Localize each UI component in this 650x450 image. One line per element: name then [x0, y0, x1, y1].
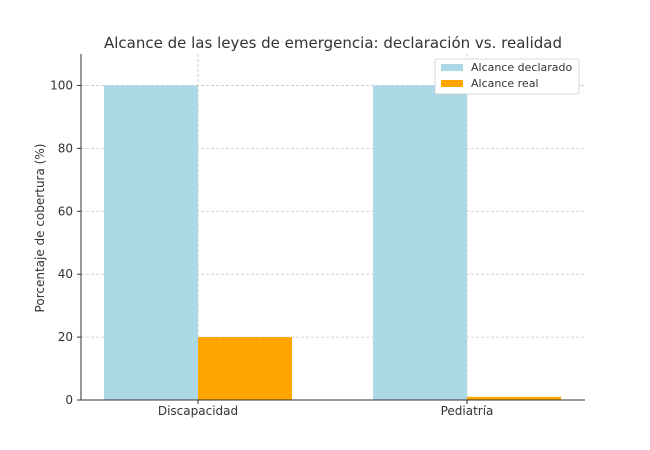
xtick-label-1: Pediatría	[441, 404, 494, 418]
y-axis-label: Porcentaje de cobertura (%)	[33, 144, 47, 313]
ytick-label-20: 20	[58, 330, 73, 344]
legend: Alcance declarado Alcance real	[434, 58, 580, 95]
chart-title: Alcance de las leyes de emergencia: decl…	[104, 34, 562, 52]
bar-declared-1	[373, 85, 467, 401]
ticks-layer: 0 20 40 60 80 100 Discapacidad Pediatría	[50, 78, 493, 418]
legend-label-real: Alcance real	[471, 77, 539, 90]
ytick-label-60: 60	[58, 204, 73, 218]
legend-label-declared: Alcance declarado	[471, 61, 572, 74]
bar-declared-0	[104, 85, 198, 401]
ytick-label-40: 40	[58, 267, 73, 281]
xtick-label-0: Discapacidad	[158, 404, 238, 418]
ytick-label-0: 0	[65, 393, 73, 407]
legend-frame	[434, 58, 580, 95]
legend-swatch-declared	[441, 64, 463, 71]
ytick-label-80: 80	[58, 141, 73, 155]
bar-real-1	[467, 396, 561, 400]
axes-layer	[80, 54, 585, 401]
bar-real-0	[198, 337, 292, 400]
ytick-label-100: 100	[50, 78, 73, 92]
bars-layer	[104, 85, 561, 401]
legend-swatch-real	[441, 80, 463, 87]
